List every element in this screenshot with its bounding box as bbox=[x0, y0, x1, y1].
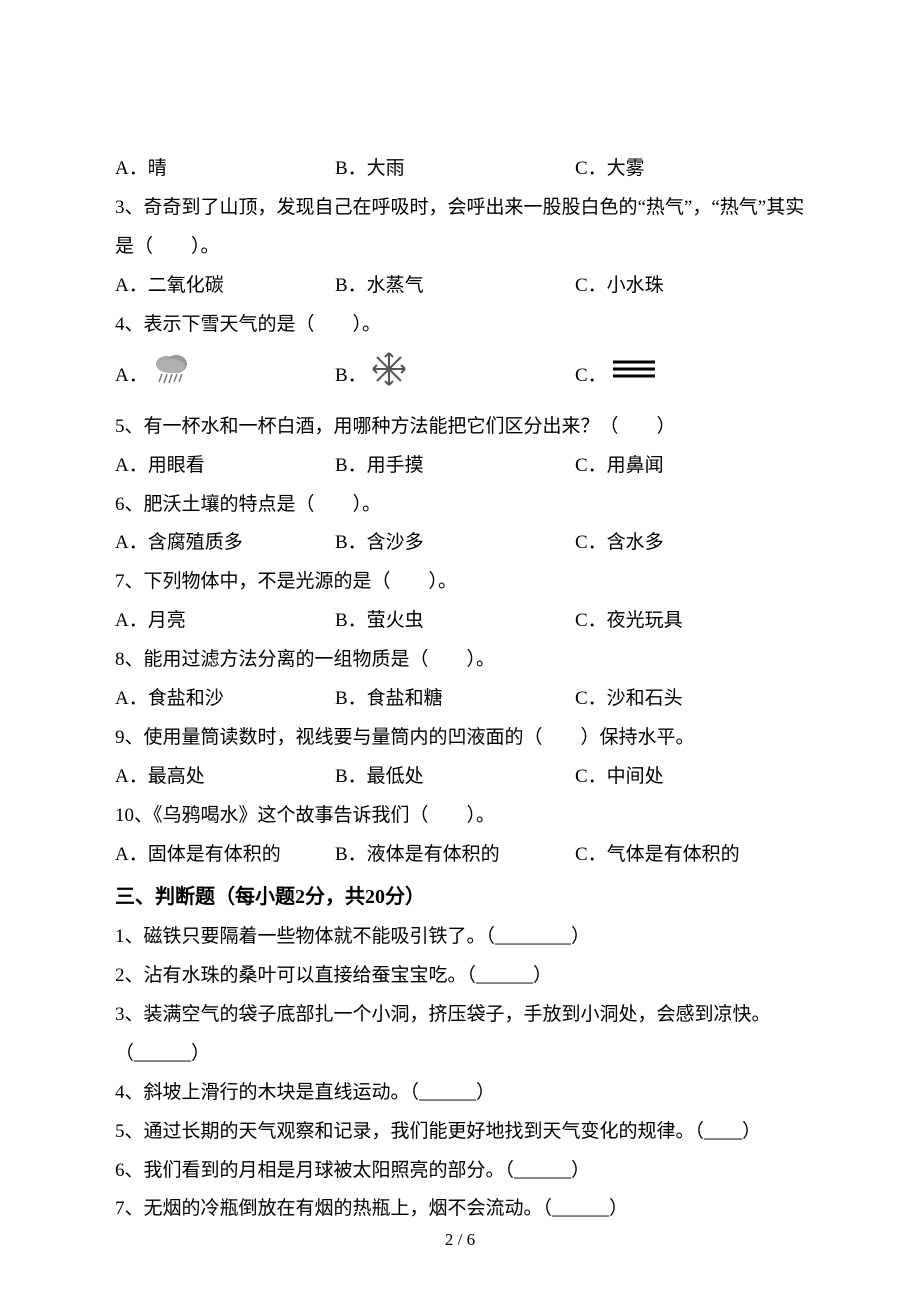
q7-option-a: A．月亮 bbox=[115, 602, 335, 641]
q3-option-b: B．水蒸气 bbox=[335, 267, 575, 306]
q5-text: 5、有一杯水和一杯白酒，用哪种方法能把它们区分出来？（ ） bbox=[115, 408, 805, 447]
q4-a-prefix: A． bbox=[115, 365, 148, 386]
q5-options: A．用眼看 B．用手摸 C．用鼻闻 bbox=[115, 447, 805, 486]
q8-options: A．食盐和沙 B．食盐和糖 C．沙和石头 bbox=[115, 680, 805, 719]
q8-option-c: C．沙和石头 bbox=[575, 680, 805, 719]
q7-options: A．月亮 B．萤火虫 C．夜光玩具 bbox=[115, 602, 805, 641]
q4-options: A． B． bbox=[115, 345, 805, 408]
q9-option-c: C．中间处 bbox=[575, 758, 805, 797]
q9-option-a: A．最高处 bbox=[115, 758, 335, 797]
q9-option-b: B．最低处 bbox=[335, 758, 575, 797]
q10-text: 10、《乌鸦喝水》这个故事告诉我们（ ）。 bbox=[115, 797, 805, 836]
q7-option-b: B．萤火虫 bbox=[335, 602, 575, 641]
q2-option-c: C．大雾 bbox=[575, 150, 805, 189]
q4-option-a: A． bbox=[115, 352, 335, 401]
q6-option-b: B．含沙多 bbox=[335, 524, 575, 563]
judge-1: 1、磁铁只要隔着一些物体就不能吸引铁了。（________） bbox=[115, 918, 805, 957]
q7-option-c: C．夜光玩具 bbox=[575, 602, 805, 641]
q8-option-a: A．食盐和沙 bbox=[115, 680, 335, 719]
q5-option-a: A．用眼看 bbox=[115, 447, 335, 486]
q2-option-a: A．晴 bbox=[115, 150, 335, 189]
q6-option-a: A．含腐殖质多 bbox=[115, 524, 335, 563]
judge-6: 6、我们看到的月相是月球被太阳照亮的部分。（______） bbox=[115, 1152, 805, 1191]
q3-option-c: C．小水珠 bbox=[575, 267, 805, 306]
q10-option-c: C．气体是有体积的 bbox=[575, 836, 805, 875]
q6-text: 6、肥沃土壤的特点是（ ）。 bbox=[115, 486, 805, 525]
judge-2: 2、沾有水珠的桑叶可以直接给蚕宝宝吃。（______） bbox=[115, 957, 805, 996]
q8-text: 8、能用过滤方法分离的一组物质是（ ）。 bbox=[115, 641, 805, 680]
q3-text: 3、奇奇到了山顶，发现自己在呼吸时，会呼出来一股股白色的“热气”，“热气”其实是… bbox=[115, 189, 805, 267]
q7-text: 7、下列物体中，不是光源的是（ ）。 bbox=[115, 563, 805, 602]
q3-options: A．二氧化碳 B．水蒸气 C．小水珠 bbox=[115, 267, 805, 306]
q4-b-prefix: B． bbox=[335, 365, 367, 386]
judge-7: 7、无烟的冷瓶倒放在有烟的热瓶上，烟不会流动。（______） bbox=[115, 1190, 805, 1229]
judge-5: 5、通过长期的天气观察和记录，我们能更好地找到天气变化的规律。（____） bbox=[115, 1113, 805, 1152]
q4-c-prefix: C． bbox=[575, 365, 607, 386]
q4-text: 4、表示下雪天气的是（ ）。 bbox=[115, 306, 805, 345]
exam-page: A．晴 B．大雨 C．大雾 3、奇奇到了山顶，发现自己在呼吸时，会呼出来一股股白… bbox=[0, 0, 920, 1289]
section-3-heading: 三、判断题（每小题2分，共20分） bbox=[115, 877, 805, 918]
q4-option-b: B． bbox=[335, 351, 575, 402]
q5-option-c: C．用鼻闻 bbox=[575, 447, 805, 486]
q9-options: A．最高处 B．最低处 C．中间处 bbox=[115, 758, 805, 797]
snowflake-icon bbox=[371, 351, 407, 402]
q10-option-b: B．液体是有体积的 bbox=[335, 836, 575, 875]
page-number: 2 / 6 bbox=[0, 1230, 920, 1250]
q5-option-b: B．用手摸 bbox=[335, 447, 575, 486]
q3-option-a: A．二氧化碳 bbox=[115, 267, 335, 306]
q8-option-b: B．食盐和糖 bbox=[335, 680, 575, 719]
rain-cloud-icon bbox=[152, 352, 190, 401]
q9-text: 9、使用量筒读数时，视线要与量筒内的凹液面的（ ）保持水平。 bbox=[115, 719, 805, 758]
q4-option-c: C． bbox=[575, 357, 805, 396]
q2-options: A．晴 B．大雨 C．大雾 bbox=[115, 150, 805, 189]
q6-options: A．含腐殖质多 B．含沙多 C．含水多 bbox=[115, 524, 805, 563]
judge-3: 3、装满空气的袋子底部扎一个小洞，挤压袋子，手放到小洞处，会感到凉快。（____… bbox=[115, 996, 805, 1074]
q10-options: A．固体是有体积的 B．液体是有体积的 C．气体是有体积的 bbox=[115, 836, 805, 875]
q10-option-a: A．固体是有体积的 bbox=[115, 836, 335, 875]
q2-option-b: B．大雨 bbox=[335, 150, 575, 189]
fog-lines-icon bbox=[611, 357, 657, 396]
judge-4: 4、斜坡上滑行的木块是直线运动。（______） bbox=[115, 1074, 805, 1113]
q6-option-c: C．含水多 bbox=[575, 524, 805, 563]
